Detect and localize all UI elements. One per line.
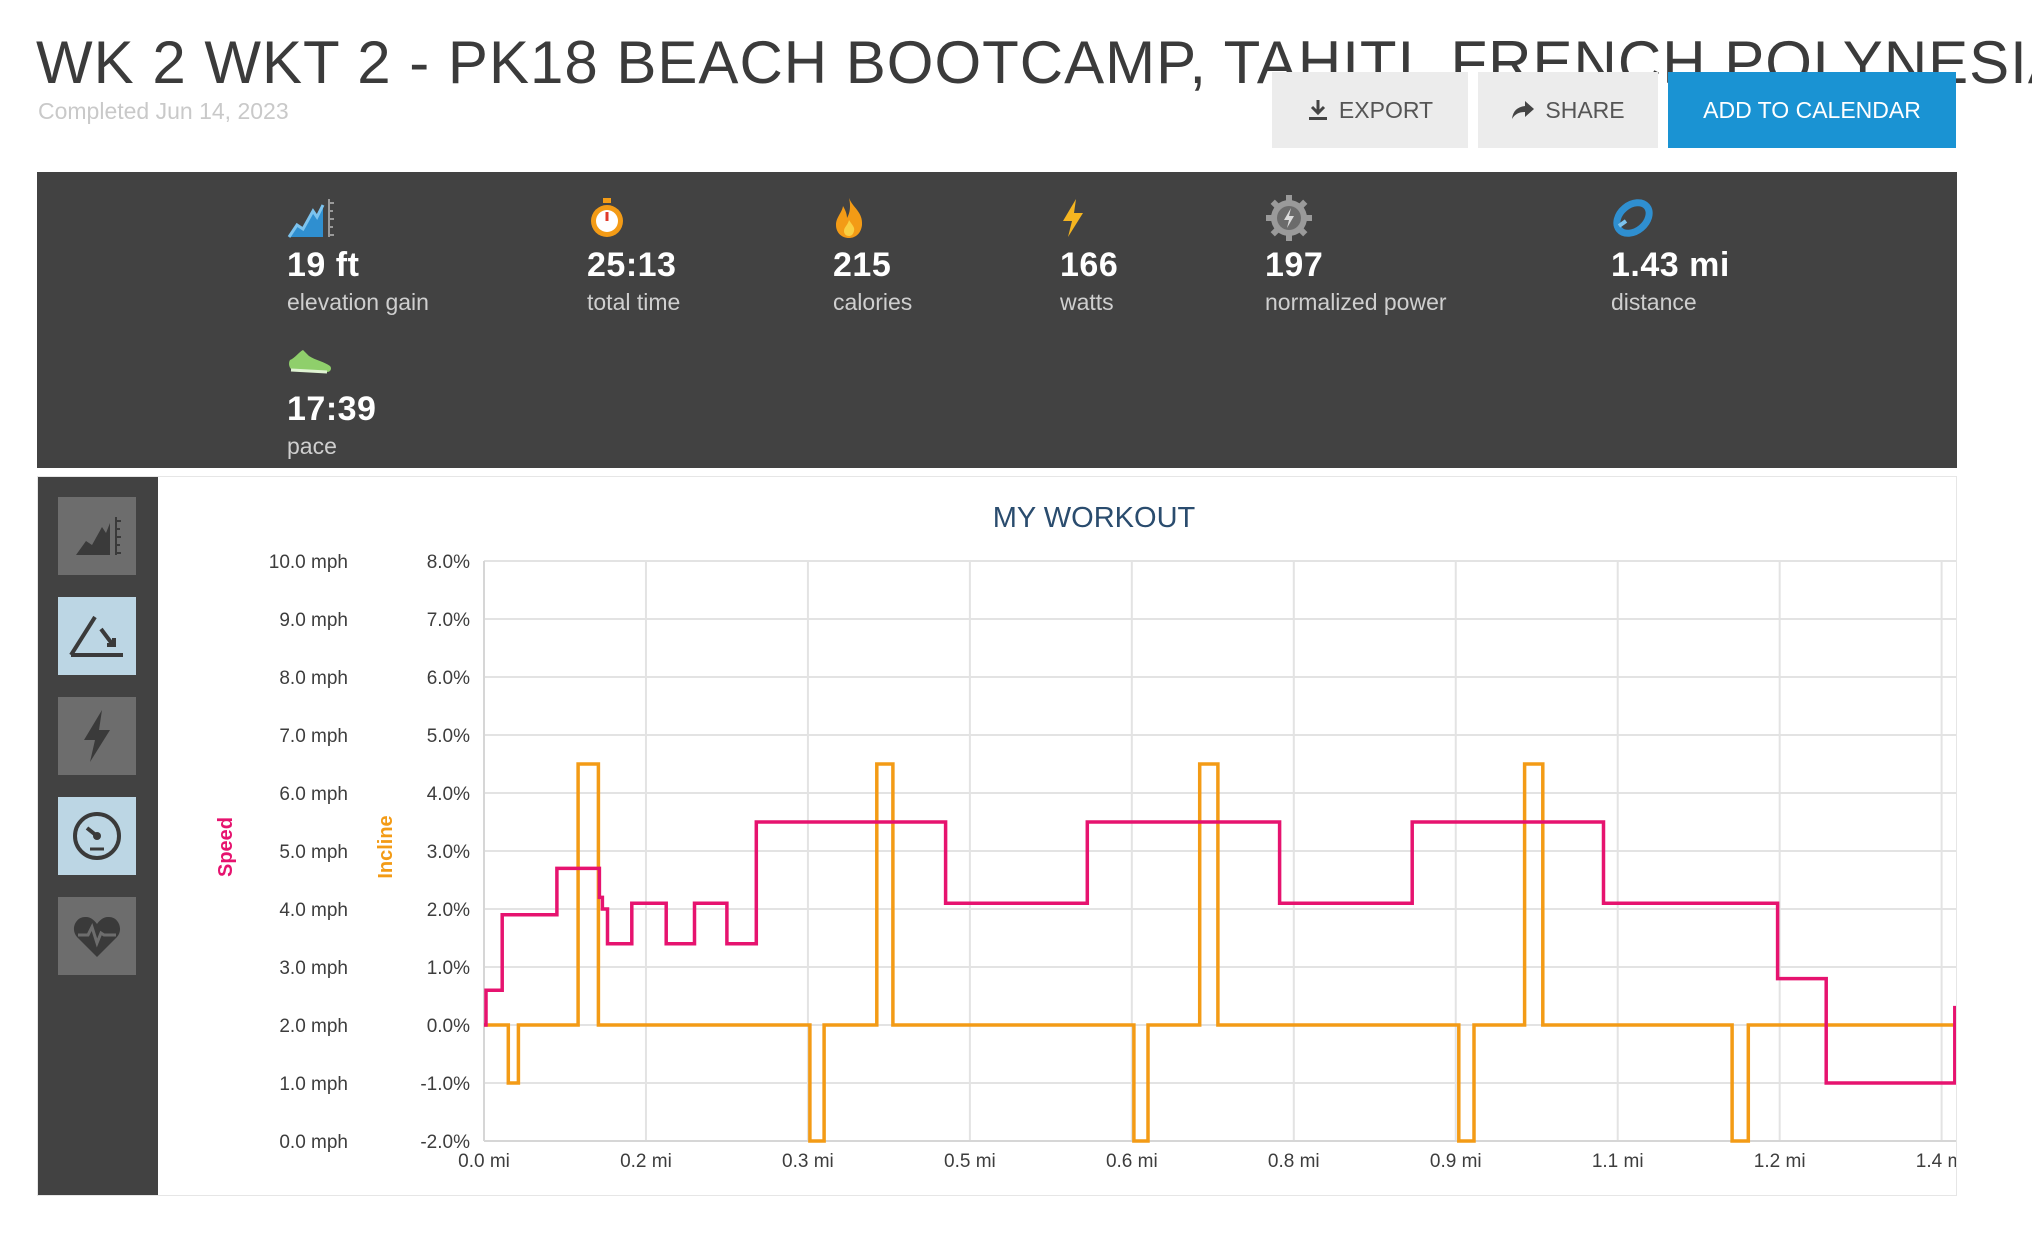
speed-tick-label: 2.0 mph — [279, 1016, 348, 1037]
elevation-icon — [76, 517, 121, 555]
stat-label: calories — [833, 289, 913, 315]
stat-label: pace — [287, 433, 337, 459]
stat-label: watts — [1060, 289, 1114, 315]
speedometer-icon — [73, 812, 121, 860]
x-tick-label: 1.1 mi — [1592, 1151, 1644, 1172]
incline-toggle-button[interactable] — [58, 597, 136, 675]
x-tick-label: 0.9 mi — [1430, 1151, 1482, 1172]
incline-tick-label: 4.0% — [427, 784, 470, 805]
power-toggle-button[interactable] — [58, 697, 136, 775]
distance-icon — [1611, 194, 1730, 242]
incline-tick-label: -1.0% — [420, 1074, 470, 1095]
x-tick-label: 1.4 mi — [1916, 1151, 1956, 1172]
share-arrow-icon — [1512, 101, 1535, 119]
incline-tick-label: 2.0% — [427, 900, 470, 921]
incline-series-line — [484, 762, 1956, 1143]
speed-series-line — [484, 820, 1956, 1085]
speed-axis-label: Speed — [215, 817, 237, 877]
heart-rate-icon — [73, 916, 121, 957]
stats-panel: 19 ft elevation gain 25:13 total time 21… — [37, 172, 1957, 468]
workout-chart-panel: MY WORKOUT 0.0 mph 1.0 mph 2.0 mph 3.0 mph 4… — [37, 476, 1957, 1196]
incline-tick-label: 3.0% — [427, 842, 470, 863]
chart-title: MY WORKOUT — [993, 502, 1196, 534]
speed-tick-label: 10.0 mph — [269, 552, 348, 573]
export-label: EXPORT — [1338, 96, 1434, 123]
x-tick-label: 0.3 mi — [782, 1151, 834, 1172]
stat-watts: 166 watts — [1060, 194, 1118, 316]
speed-tick-label: 4.0 mph — [279, 900, 348, 921]
stat-value: 215 — [833, 246, 892, 284]
elevation-toggle-button[interactable] — [58, 497, 136, 575]
stat-label: normalized power — [1265, 289, 1447, 315]
download-icon — [1308, 100, 1327, 120]
incline-tick-label: 7.0% — [427, 610, 470, 631]
stat-normalized-power: 197 normalized power — [1265, 194, 1447, 316]
stat-calories: 215 calories — [833, 194, 912, 316]
speed-tick-label: 0.0 mph — [279, 1132, 348, 1153]
incline-icon — [69, 615, 123, 657]
stat-value: 25:13 — [587, 246, 677, 284]
stat-value: 1.43 mi — [1611, 246, 1730, 284]
add-to-calendar-button[interactable]: ADD TO CALENDAR — [1668, 72, 1956, 148]
speed-tick-label: 7.0 mph — [279, 726, 348, 747]
x-tick-label: 0.0 mi — [458, 1151, 510, 1172]
stopwatch-icon — [587, 194, 680, 242]
stat-value: 19 ft — [287, 246, 360, 284]
speed-tick-label: 6.0 mph — [279, 784, 348, 805]
speed-toggle-button[interactable] — [58, 797, 136, 875]
bolt-icon — [1060, 194, 1118, 242]
power-gear-icon — [1265, 194, 1447, 242]
export-button[interactable]: EXPORT — [1272, 72, 1468, 148]
x-tick-label: 0.6 mi — [1106, 1151, 1158, 1172]
x-tick-label: 0.5 mi — [944, 1151, 996, 1172]
bolt-icon — [84, 710, 110, 762]
speed-tick-label: 5.0 mph — [279, 842, 348, 863]
flame-icon — [833, 194, 912, 242]
incline-axis-label: Incline — [375, 815, 397, 878]
stat-value: 197 — [1265, 246, 1324, 284]
speed-tick-label: 3.0 mph — [279, 958, 348, 979]
stat-distance: 1.43 mi distance — [1611, 194, 1730, 316]
share-button[interactable]: SHARE — [1478, 72, 1658, 148]
chart-metric-sidebar — [38, 477, 158, 1195]
x-tick-label: 0.2 mi — [620, 1151, 672, 1172]
stat-label: elevation gain — [287, 289, 429, 315]
stat-value: 166 — [1060, 246, 1119, 284]
heart-rate-toggle-button[interactable] — [58, 897, 136, 975]
speed-tick-label: 9.0 mph — [279, 610, 348, 631]
incline-tick-label: 1.0% — [427, 958, 470, 979]
speed-tick-label: 1.0 mph — [279, 1074, 348, 1095]
stat-pace: 17:39 pace — [287, 338, 376, 460]
incline-tick-label: -2.0% — [420, 1132, 470, 1153]
workout-chart: MY WORKOUT 0.0 mph 1.0 mph 2.0 mph 3.0 mph 4… — [215, 502, 1956, 1172]
incline-tick-label: 6.0% — [427, 668, 470, 689]
speed-tick-label: 8.0 mph — [279, 668, 348, 689]
stat-label: distance — [1611, 289, 1697, 315]
stat-value: 17:39 — [287, 390, 377, 428]
shoe-icon — [287, 338, 376, 386]
stat-elevation-gain: 19 ft elevation gain — [287, 194, 429, 316]
stat-label: total time — [587, 289, 681, 315]
share-label: SHARE — [1545, 96, 1625, 123]
incline-tick-label: 0.0% — [427, 1016, 470, 1037]
add-to-calendar-label: ADD TO CALENDAR — [1703, 96, 1921, 123]
incline-tick-label: 8.0% — [427, 552, 470, 573]
x-tick-label: 1.2 mi — [1754, 1151, 1806, 1172]
stat-total-time: 25:13 total time — [587, 194, 680, 316]
x-tick-label: 0.8 mi — [1268, 1151, 1320, 1172]
completed-date: Completed Jun 14, 2023 — [38, 98, 289, 124]
incline-tick-label: 5.0% — [427, 726, 470, 747]
elevation-icon — [287, 194, 429, 242]
